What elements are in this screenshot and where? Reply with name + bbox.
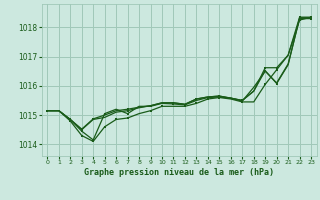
X-axis label: Graphe pression niveau de la mer (hPa): Graphe pression niveau de la mer (hPa): [84, 168, 274, 177]
